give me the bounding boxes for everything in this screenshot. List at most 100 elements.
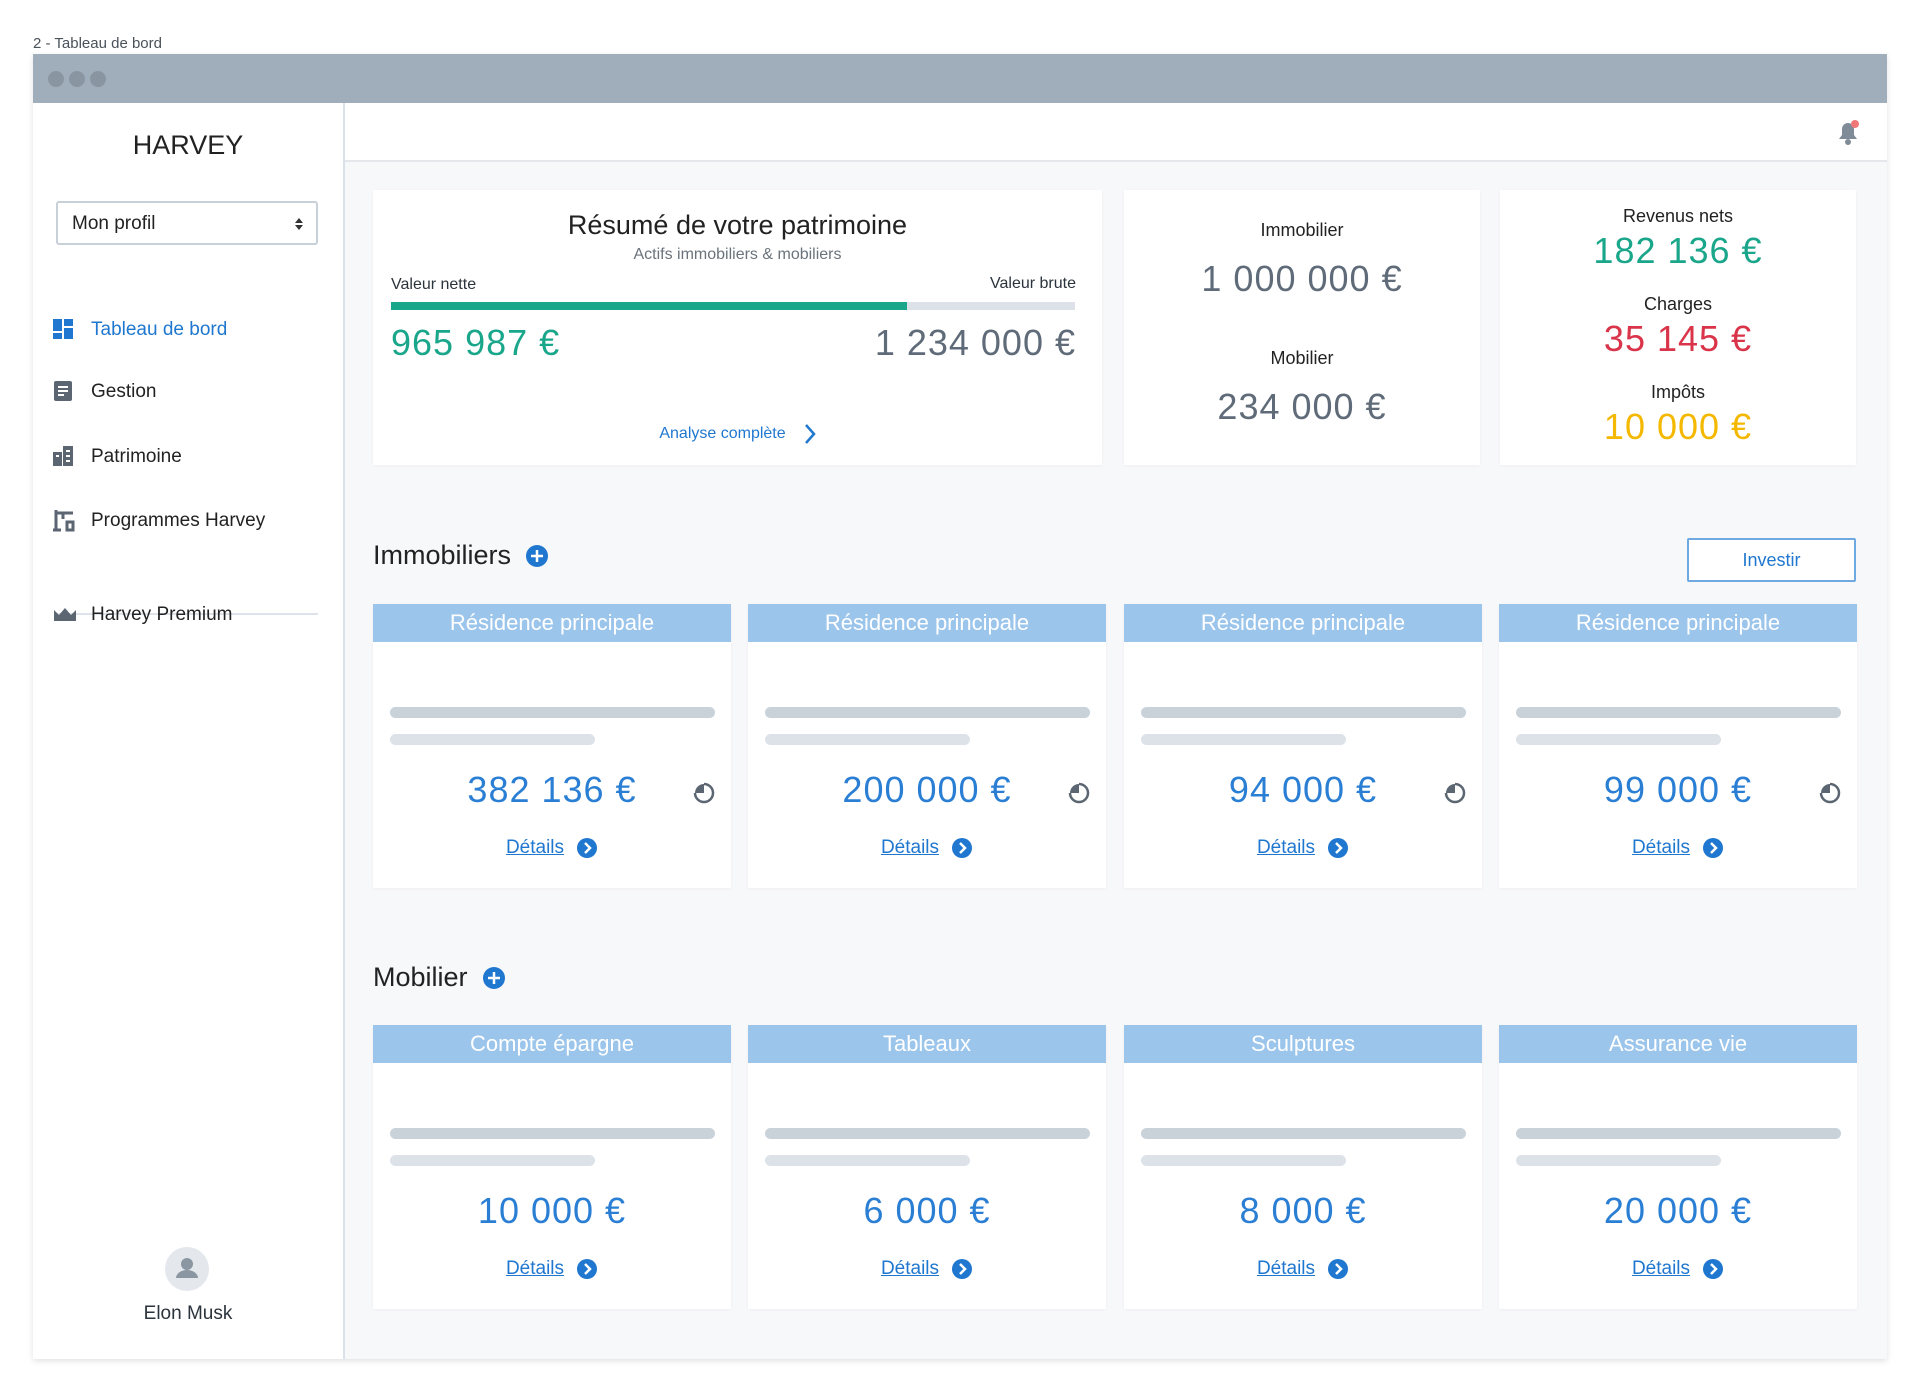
details-text: Détails [1256, 1258, 1316, 1279]
gross-label: Valeur brute [990, 275, 1076, 292]
summary-subtitle: Actifs immobiliers & mobiliers [633, 246, 842, 263]
progress-fill [391, 302, 908, 310]
nav-item[interactable]: Tableau de bord [53, 315, 227, 345]
add-icon[interactable] [482, 966, 506, 990]
details-icon [952, 1259, 973, 1279]
skeleton-line [1516, 707, 1841, 718]
card-value: 200 000 € [842, 769, 1012, 810]
skeleton-line [390, 734, 595, 745]
add-icon[interactable] [525, 544, 549, 568]
premium-link[interactable]: Harvey Premium [53, 600, 232, 630]
details-link[interactable]: Détails [373, 1258, 731, 1280]
window-dot [69, 71, 85, 87]
skeleton-line [1141, 734, 1346, 745]
flow-value: 10 000 € [1603, 406, 1753, 447]
skeleton-line [390, 1155, 595, 1166]
profile-select[interactable]: Mon profil [56, 201, 318, 245]
details-text: Détails [880, 1258, 940, 1279]
skeleton-line [765, 707, 1090, 718]
nav-item[interactable]: Gestion [53, 377, 156, 407]
details-link[interactable]: Détails [1499, 1258, 1857, 1280]
asset-card: Assurance vie 20 000 € Détails [1499, 1025, 1857, 1309]
flow-label: Revenus nets [1622, 206, 1734, 226]
details-text: Détails [505, 1258, 565, 1279]
details-icon [1328, 838, 1349, 858]
details-icon [577, 1259, 598, 1279]
card-header: Résidence principale [748, 604, 1106, 642]
details-icon [952, 838, 973, 858]
allocation-label: Immobilier [1260, 220, 1344, 240]
details-link[interactable]: Détails [1499, 837, 1857, 859]
divider [56, 613, 318, 615]
card-value: 94 000 € [1228, 769, 1378, 810]
avatar[interactable] [165, 1247, 209, 1291]
sidebar: HARVEY Mon profil Harvey Premium Elon Mu… [33, 103, 345, 1359]
card-value: 382 136 € [467, 769, 637, 810]
skeleton-line [1141, 1128, 1466, 1139]
card-value: 99 000 € [1603, 769, 1753, 810]
card-value: 6 000 € [863, 1190, 991, 1231]
details-link[interactable]: Détails [748, 1258, 1106, 1280]
window: HARVEY Mon profil Harvey Premium Elon Mu… [33, 54, 1887, 1359]
card-header: Résidence principale [1124, 604, 1482, 642]
card-header: Tableaux [748, 1025, 1106, 1063]
refresh-icon[interactable] [1817, 780, 1843, 806]
nav-item[interactable]: Programmes Harvey [53, 506, 265, 536]
allocation-label: Mobilier [1270, 348, 1334, 368]
refresh-icon[interactable] [1066, 780, 1092, 806]
top-bar [345, 103, 1887, 162]
flows-card: Revenus nets 182 136 € Charges 35 145 € Impô… [1500, 190, 1856, 465]
asset-card: Résidence principale 382 136 € Détails [373, 604, 731, 888]
invest-button[interactable]: Investir [1687, 538, 1856, 582]
asset-card: Résidence principale 99 000 € Détails [1499, 604, 1857, 888]
nav-icon [54, 381, 72, 401]
details-text: Détails [1631, 837, 1691, 858]
summary-card: Résumé de votre patrimoine Actifs immobi… [373, 190, 1102, 465]
details-link[interactable]: Détails [373, 837, 731, 859]
progress-track [391, 302, 1075, 310]
bell-icon[interactable] [1835, 117, 1861, 147]
section-title: Mobilier [373, 962, 468, 992]
section-heading: Immobiliers [373, 540, 549, 571]
crown-icon [54, 608, 76, 621]
nav-item[interactable]: Patrimoine [53, 442, 182, 472]
nav-text: Patrimoine [91, 446, 182, 467]
details-link[interactable]: Détails [1124, 837, 1482, 859]
skeleton-line [1141, 707, 1466, 718]
skeleton-line [765, 734, 970, 745]
skeleton-line [765, 1128, 1090, 1139]
summary-title: Résumé de votre patrimoine [567, 210, 908, 240]
avatar-icon [176, 1258, 198, 1278]
card-header: Résidence principale [1499, 604, 1857, 642]
details-icon [1703, 838, 1724, 858]
section-title: Immobiliers [373, 540, 512, 570]
asset-card: Résidence principale 200 000 € Détails [748, 604, 1106, 888]
details-text: Détails [1256, 837, 1316, 858]
allocation-value: 1 000 000 € [1201, 258, 1403, 299]
skeleton-line [1516, 1128, 1841, 1139]
refresh-icon[interactable] [691, 780, 717, 806]
card-value: 10 000 € [477, 1190, 627, 1231]
nav-text: Programmes Harvey [91, 510, 266, 531]
analysis-link[interactable]: Analyse complète [373, 423, 1102, 445]
net-label: Valeur nette [391, 276, 477, 293]
details-icon [1703, 1259, 1724, 1279]
page-label: 2 - Tableau de bord [33, 35, 162, 52]
details-link[interactable]: Détails [1124, 1258, 1482, 1280]
allocation-value: 234 000 € [1217, 386, 1387, 427]
nav-text: Tableau de bord [91, 319, 228, 340]
card-header: Compte épargne [373, 1025, 731, 1063]
details-link[interactable]: Détails [748, 837, 1106, 859]
flow-label: Impôts [1650, 382, 1706, 402]
skeleton-line [765, 1155, 970, 1166]
select-arrows [295, 218, 303, 230]
window-dot [48, 71, 64, 87]
section-heading: Mobilier [373, 962, 506, 993]
details-text: Détails [1631, 1258, 1691, 1279]
nav-text: Gestion [91, 381, 157, 402]
refresh-icon[interactable] [1442, 780, 1468, 806]
asset-card: Résidence principale 94 000 € Détails [1124, 604, 1482, 888]
asset-card: Compte épargne 10 000 € Détails [373, 1025, 731, 1309]
window-dot [90, 71, 106, 87]
